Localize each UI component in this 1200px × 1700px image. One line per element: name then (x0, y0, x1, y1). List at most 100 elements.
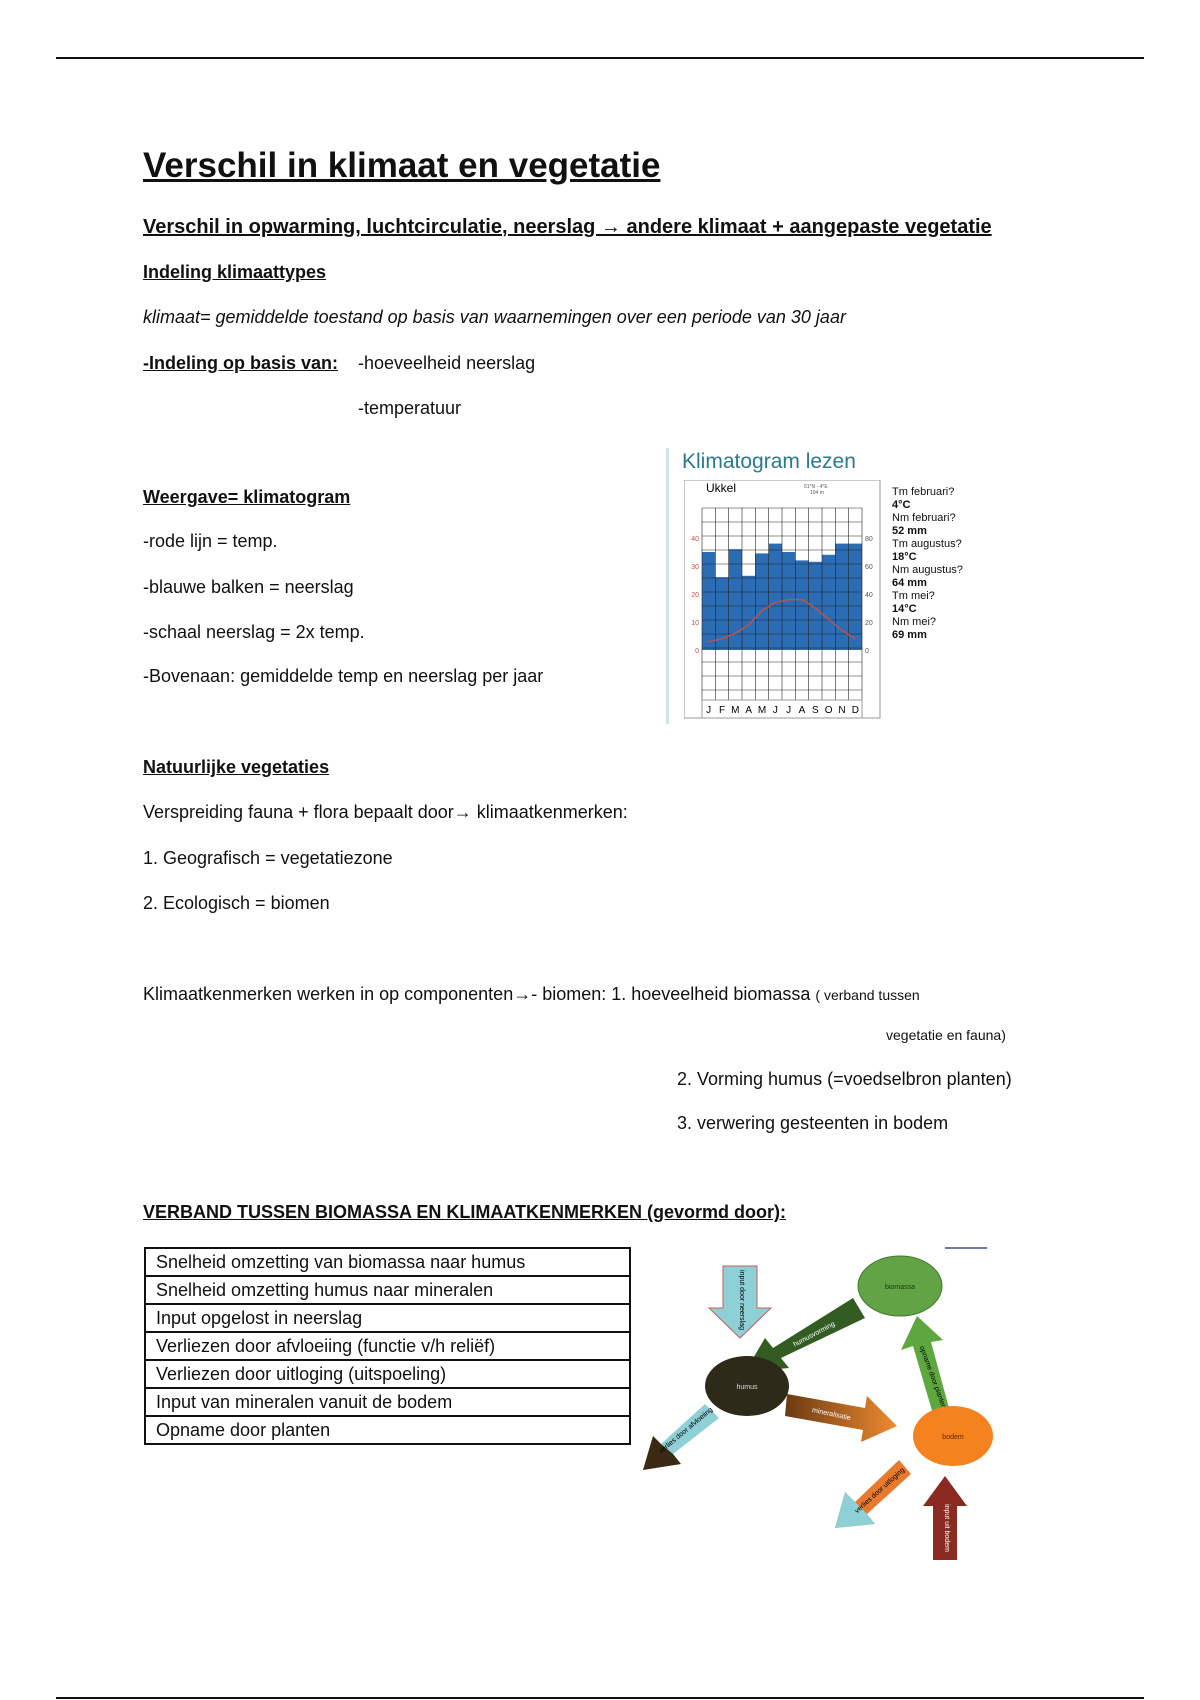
svg-text:humus: humus (736, 1384, 758, 1391)
station-info: 104 m (810, 490, 824, 496)
question-text: Nm februari? (892, 512, 956, 524)
natuur-line: Verspreiding fauna + flora bepaalt door→… (143, 802, 628, 822)
precipitation-bar (728, 549, 742, 650)
opname-arrow: opname door planten (901, 1316, 949, 1414)
temperature-line (708, 598, 856, 643)
precipitation-bar (702, 552, 716, 650)
table-row: Input van mineralen vanuit de bodem (144, 1387, 631, 1417)
temp-tick-label: 30 (691, 564, 699, 571)
indeling-item: -hoeveelheid neerslag (358, 353, 536, 373)
precipitation-bar (715, 577, 729, 650)
svg-text:biomassa: biomassa (885, 1284, 915, 1291)
biomassa-node (857, 1255, 943, 1317)
station-name: Ukkel (706, 481, 736, 495)
month-axis (701, 699, 863, 719)
page-title: Verschil in klimaat en vegetatie (143, 146, 661, 185)
top-rule (56, 57, 1144, 59)
weergave-heading: Weergave= klimatogram (143, 487, 351, 507)
input-bodem-arrow: input uit bodem (923, 1476, 967, 1560)
svg-text:input door neerslag: input door neerslag (738, 1270, 745, 1330)
svg-text:input uit bodem: input uit bodem (943, 1504, 950, 1552)
uitloging-arrow: verlies door uitloging (835, 1460, 911, 1528)
answer-text: 14°C (892, 603, 917, 615)
month-label: N (838, 705, 845, 716)
table-row: Opname door planten (144, 1415, 631, 1445)
componenten-lead-text: Klimaatkenmerken werken in op componente… (143, 984, 811, 1004)
month-label: A (799, 705, 806, 716)
table-cell: Input van mineralen vanuit de bodem (144, 1387, 631, 1417)
input-neerslag-arrow: input door neerslag (707, 1265, 773, 1339)
question-text: Tm mei? (892, 590, 935, 602)
svg-text:bodem: bodem (942, 1434, 964, 1441)
table-cell: Snelheid omzetting van biomassa naar hum… (144, 1247, 631, 1277)
answer-text: 52 mm (892, 525, 927, 537)
natuur-line: 2. Ecologisch = biomen (143, 893, 330, 913)
componenten-note: vegetatie en fauna) (886, 1027, 1006, 1043)
month-label: J (706, 705, 711, 716)
table-cell: Opname door planten (144, 1415, 631, 1445)
klimaat-definition: klimaat= gemiddelde toestand op basis va… (143, 307, 846, 327)
componenten-item: 3. verwering gesteenten in bodem (677, 1113, 949, 1133)
question-text: Tm februari? (892, 486, 955, 498)
biomassa-cycle-diagram: input door neerslag humusvorming mineral… (643, 1247, 993, 1560)
afvloeiing-arrow: verlies door afvloeiing (643, 1404, 719, 1470)
table-row: Snelheid omzetting humus naar mineralen (144, 1275, 631, 1305)
precipitation-bar (768, 543, 782, 650)
precipitation-bar (835, 543, 849, 650)
bottom-rule (56, 1697, 1144, 1699)
station-info: 51°N - 4°E (804, 484, 828, 490)
svg-text:verlies door afvloeiing: verlies door afvloeiing (658, 1406, 714, 1455)
bodem-node (913, 1406, 993, 1466)
month-label: J (773, 705, 778, 716)
mineralisatie-arrow: mineralisatie (785, 1394, 897, 1442)
subtitle: Verschil in opwarming, luchtcirculatie, … (143, 216, 992, 238)
svg-text:verlies door uitloging: verlies door uitloging (854, 1467, 906, 1515)
table-row: Verliezen door uitloging (uitspoeling) (144, 1359, 631, 1389)
weergave-item: -blauwe balken = neerslag (143, 577, 354, 597)
table-cell: Verliezen door afvloeiing (functie v/h r… (144, 1331, 631, 1361)
temp-tick-label: 20 (691, 592, 699, 599)
precip-tick-label: 80 (865, 536, 873, 543)
question-text: Nm augustus? (892, 564, 963, 576)
precip-tick-label: 40 (865, 592, 873, 599)
month-label: S (812, 705, 819, 716)
verband-table: Snelheid omzetting van biomassa naar hum… (144, 1247, 631, 1445)
table-row: Snelheid omzetting van biomassa naar hum… (144, 1247, 631, 1277)
month-label: J (786, 705, 791, 716)
precip-tick-label: 60 (865, 564, 873, 571)
table-row: Verliezen door afvloeiing (functie v/h r… (144, 1331, 631, 1361)
month-label: D (852, 705, 859, 716)
weergave-item: -rode lijn = temp. (143, 531, 278, 551)
month-label: F (719, 705, 725, 716)
indeling-basis-label: -Indeling op basis van: (143, 353, 339, 373)
table-row: Input opgelost in neerslag (144, 1303, 631, 1333)
humus-node (705, 1356, 789, 1416)
weergave-item: -Bovenaan: gemiddelde temp en neerslag p… (143, 666, 544, 686)
weergave-item: -schaal neerslag = 2x temp. (143, 622, 365, 642)
month-label: O (825, 705, 833, 716)
table-cell: Verliezen door uitloging (uitspoeling) (144, 1359, 631, 1389)
verband-heading: VERBAND TUSSEN BIOMASSA EN KLIMAATKENMER… (143, 1202, 787, 1222)
klimatogram-title: Klimatogram lezen (682, 450, 856, 473)
indeling-item: -temperatuur (358, 398, 462, 418)
klimatogram-questions: Tm februari? 4°C Nm februari? 52 mm Tm augus… (892, 486, 963, 642)
componenten-note: ( verband tussen (815, 987, 920, 1003)
precip-tick-label: 20 (865, 620, 873, 627)
componenten-lead: Klimaatkenmerken werken in op componente… (143, 984, 920, 1005)
precip-tick-label: 0 (865, 648, 869, 655)
answer-text: 69 mm (892, 629, 927, 641)
precipitation-bar (742, 575, 756, 650)
precipitation-bar (822, 554, 836, 650)
question-text: Nm mei? (892, 616, 937, 628)
answer-text: 4°C (892, 499, 911, 511)
answer-text: 64 mm (892, 577, 927, 589)
month-label: A (745, 705, 752, 716)
precipitation-bar (782, 552, 796, 650)
table-cell: Input opgelost in neerslag (144, 1303, 631, 1333)
klimatogram-figure: Klimatogram lezen 0 10 20 30 40 0 20 40 60 80 Ukke… (666, 448, 996, 724)
answer-text: 18°C (892, 551, 917, 563)
natuur-line: 1. Geografisch = vegetatiezone (143, 848, 393, 868)
temp-tick-label: 40 (691, 536, 699, 543)
